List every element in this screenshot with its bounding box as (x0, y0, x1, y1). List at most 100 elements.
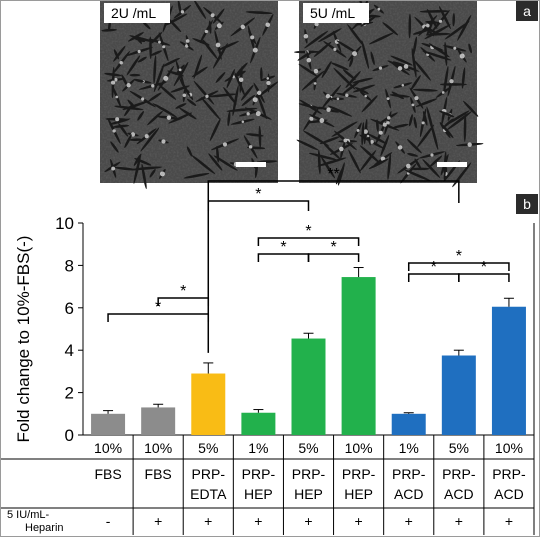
cell-highlight (453, 46, 457, 50)
cell-shape (208, 153, 223, 171)
cell-shape (415, 98, 438, 107)
cell-highlight (401, 83, 405, 87)
cell-shape (457, 14, 472, 41)
cell-shape (318, 28, 342, 43)
category-name: ACD (494, 486, 524, 502)
cell-shape (439, 122, 454, 139)
cell-highlight (364, 94, 367, 98)
cell-shape (317, 149, 321, 175)
category-name: PRP- (492, 466, 526, 482)
micrograph-5u-scale-bar (437, 162, 467, 167)
cell-highlight (265, 22, 271, 28)
cell-highlight (240, 24, 246, 30)
cell-shape (232, 85, 239, 117)
cell-shape (430, 122, 439, 150)
cell-highlight (182, 93, 187, 98)
cell-highlight (378, 130, 383, 135)
significance-label: * (305, 223, 311, 240)
cell-shape (113, 45, 126, 62)
cell-shape (296, 139, 319, 151)
cell-shape (422, 50, 452, 61)
cell-highlight (345, 93, 349, 97)
cell-shape (167, 70, 184, 77)
category-name: FBS (94, 466, 121, 482)
bar-chart: 0 2 4 6 8 10 5 IU/mL-Heparin 10% FBS - 10% FBS +5% PR… (1, 166, 535, 535)
cell-shape (352, 84, 376, 93)
cell-highlight (356, 129, 360, 132)
cell-shape (149, 168, 156, 178)
micrograph-2u: 2U /mL (100, 0, 279, 190)
cell-shape (413, 116, 417, 129)
cell-shape (380, 134, 390, 157)
micrograph-2u-label-box (104, 3, 170, 23)
heparin-marker: + (505, 513, 513, 529)
cell-shape (147, 110, 163, 126)
cell-highlight (144, 134, 149, 139)
micrograph-5u-texture (299, 1, 477, 183)
category-percent: 1% (248, 440, 268, 456)
y-tick-label: 10 (55, 214, 74, 233)
cell-shape (335, 167, 344, 185)
cell-highlight (250, 35, 255, 40)
category-name: HEP (344, 486, 373, 502)
heparin-marker: + (455, 513, 463, 529)
cell-highlight (397, 66, 403, 71)
cell-shape (439, 110, 455, 118)
cell-shape (114, 105, 144, 111)
cell-shape (179, 107, 197, 120)
cell-shape (257, 93, 267, 120)
significance-label: * (481, 259, 487, 276)
category-name: PRP- (442, 466, 476, 482)
cell-shape (468, 43, 472, 54)
cell-highlight (467, 142, 472, 147)
cell-highlight (336, 97, 340, 101)
cell-shape (212, 8, 225, 24)
cell-shape (149, 36, 152, 60)
cell-highlight (246, 112, 250, 116)
significance-label: * (180, 283, 186, 300)
cell-shape (209, 118, 221, 142)
cell-shape (424, 24, 451, 40)
significance-label: * (155, 299, 161, 316)
cell-highlight (386, 121, 390, 125)
cell-shape (408, 114, 413, 127)
cell-shape (317, 157, 347, 167)
heparin-marker: + (204, 513, 212, 529)
cell-highlight (370, 139, 374, 144)
category-percent: 10% (144, 440, 172, 456)
cell-highlight (363, 129, 368, 134)
cell-shape (140, 127, 160, 152)
cell-shape (361, 95, 378, 113)
cell-shape (245, 11, 273, 15)
category-name: PRP- (192, 466, 226, 482)
panel-a-letter: a (523, 3, 531, 19)
cell-highlight (386, 97, 390, 101)
cell-shape (382, 22, 399, 36)
cell-shape (152, 103, 177, 118)
cell-highlight (252, 47, 258, 53)
cell-shape (414, 158, 422, 169)
cell-shape (193, 0, 207, 19)
cell-shape (461, 67, 466, 89)
cell-highlight (126, 83, 131, 88)
micrograph-5u-label-box (303, 3, 369, 23)
cell-shape (258, 125, 262, 149)
y-tick-label: 2 (65, 384, 74, 403)
cell-highlight (111, 166, 116, 171)
cell-shape (442, 118, 454, 129)
cell-shape (217, 41, 239, 51)
cell-highlight (325, 93, 331, 99)
cell-shape (133, 37, 146, 43)
cell-shape (342, 80, 361, 95)
cell-shape (133, 78, 144, 83)
cell-highlight (185, 39, 190, 43)
cell-highlight (158, 40, 161, 44)
cell-highlight (141, 97, 145, 101)
cell-highlight (397, 145, 403, 150)
cell-shape (241, 94, 256, 107)
cell-highlight (266, 80, 271, 86)
cell-shape (361, 122, 365, 146)
cell-shape (404, 169, 431, 182)
bar (391, 413, 426, 435)
